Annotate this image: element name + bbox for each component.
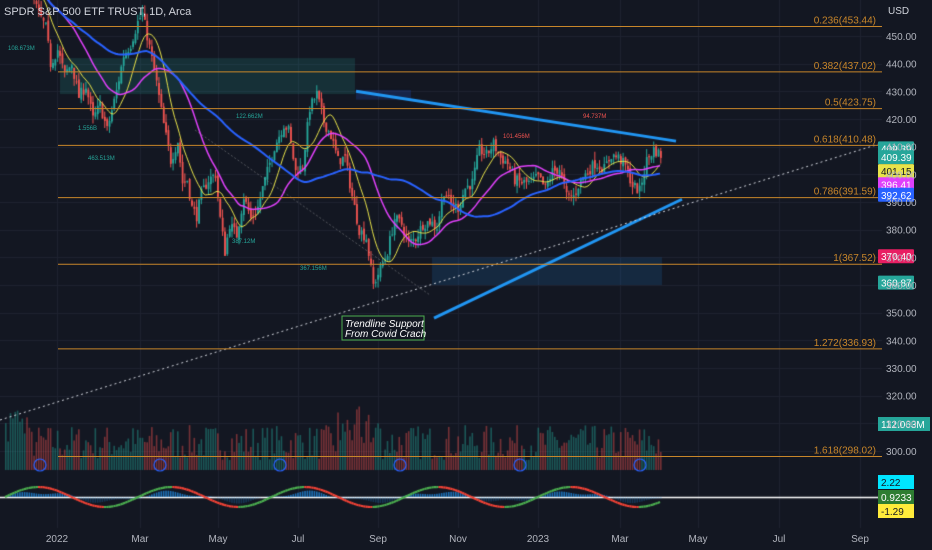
fib-label: 0.236(453.44) [814,15,876,26]
y-tick-label: 310.00 [886,419,917,430]
y-tick-label: 430.00 [886,87,917,98]
osc-badge-label: -1.29 [881,507,904,518]
symbol-title: SPDR S&P 500 ETF TRUST, 1D, Arca [4,6,192,18]
osc-badge-label: 2.22 [881,478,901,489]
fib-label: 0.5(423.75) [825,98,876,109]
price-badge-label: 370.40 [881,252,912,263]
currency-label: USD [888,6,910,17]
volume-label: 367.156M [300,266,327,272]
volume-label: 108.673M [8,46,35,52]
y-tick-label: 350.00 [886,309,917,320]
annotation-box [341,315,425,341]
y-tick-label: 360.00 [886,281,917,292]
x-tick-label: 2022 [46,534,69,545]
y-tick-label: 370.00 [886,253,917,264]
y-tick-label: 400.00 [886,170,917,181]
fib-label: 0.618(410.48) [814,134,876,145]
x-tick-label: Nov [449,534,467,545]
x-tick-label: Sep [851,534,869,545]
price-badge [878,164,914,179]
y-tick-label: 420.00 [886,115,917,126]
x-tick-label: Mar [611,534,629,545]
annotation-line-1: Trendline Support [345,319,425,330]
price-badge [878,249,914,264]
price-badge-label: 401.15 [881,167,912,178]
y-tick-label: 330.00 [886,364,917,375]
x-axis-ticks: 2022 Mar May Jul Sep Nov 2023 Mar May Jul Sep [46,534,869,545]
volume-label: 122.662M [236,114,263,120]
price-badge-label: 396.41 [881,180,912,191]
volume-label: 101.456M [503,134,530,140]
volume-labels: 108.673M 1.556B 463.513M 122.662M 387.12M 367… [8,46,606,272]
price-badge-label: 392.62 [881,191,912,202]
annotation-line-2: From Covid Crach [345,329,427,340]
fib-label: 1.618(298.02) [814,445,876,456]
price-badge [878,275,914,290]
y-tick-label: 380.00 [886,226,917,237]
y-tick-label: 340.00 [886,336,917,347]
volume-label: 94.737M [583,114,606,120]
y-tick-label: 410.00 [886,143,917,154]
price-badge-label: 409.39 [881,153,912,164]
x-tick-label: Jul [292,534,305,545]
y-tick-label: 300.00 [886,447,917,458]
fib-label: 1.272(336.93) [814,338,876,349]
price-badge-label: 409.39 [881,144,912,155]
x-tick-label: Sep [369,534,387,545]
x-tick-label: May [689,534,708,545]
volume-badge-label: 112.063M [881,420,925,431]
price-badge-label: 360.87 [881,279,912,290]
volume-badge [878,417,930,431]
x-tick-label: Mar [131,534,149,545]
osc-badge [878,475,914,489]
fib-label: 1(367.52) [833,253,876,264]
price-badge [878,187,914,202]
volume-label: 1.556B [78,126,97,132]
y-tick-label: 440.00 [886,60,917,71]
x-tick-label: 2023 [527,534,550,545]
fib-label: 0.786(391.59) [814,187,876,198]
fib-label: 0.382(437.02) [814,61,876,72]
x-tick-label: May [209,534,228,545]
y-tick-label: 320.00 [886,392,917,403]
y-axis-ticks: 450.00 440.00 430.00 420.00 410.00 400.00 390.… [886,32,917,458]
x-tick-label: Jul [773,534,786,545]
y-tick-label: 450.00 [886,32,917,43]
osc-badge [878,504,914,518]
volume-label: 463.513M [88,156,115,162]
osc-badge-label: 0.9233 [881,493,912,504]
fib-levels: 0.236(453.44) 0.382(437.02) 0.5(423.75) 0.6… [58,15,882,457]
volume-label: 387.12M [232,239,255,245]
oscillator-badges: 2.22 0.9233 -1.29 [878,475,914,518]
osc-badge [878,490,914,504]
price-badge [878,150,914,165]
y-tick-label: 390.00 [886,198,917,209]
